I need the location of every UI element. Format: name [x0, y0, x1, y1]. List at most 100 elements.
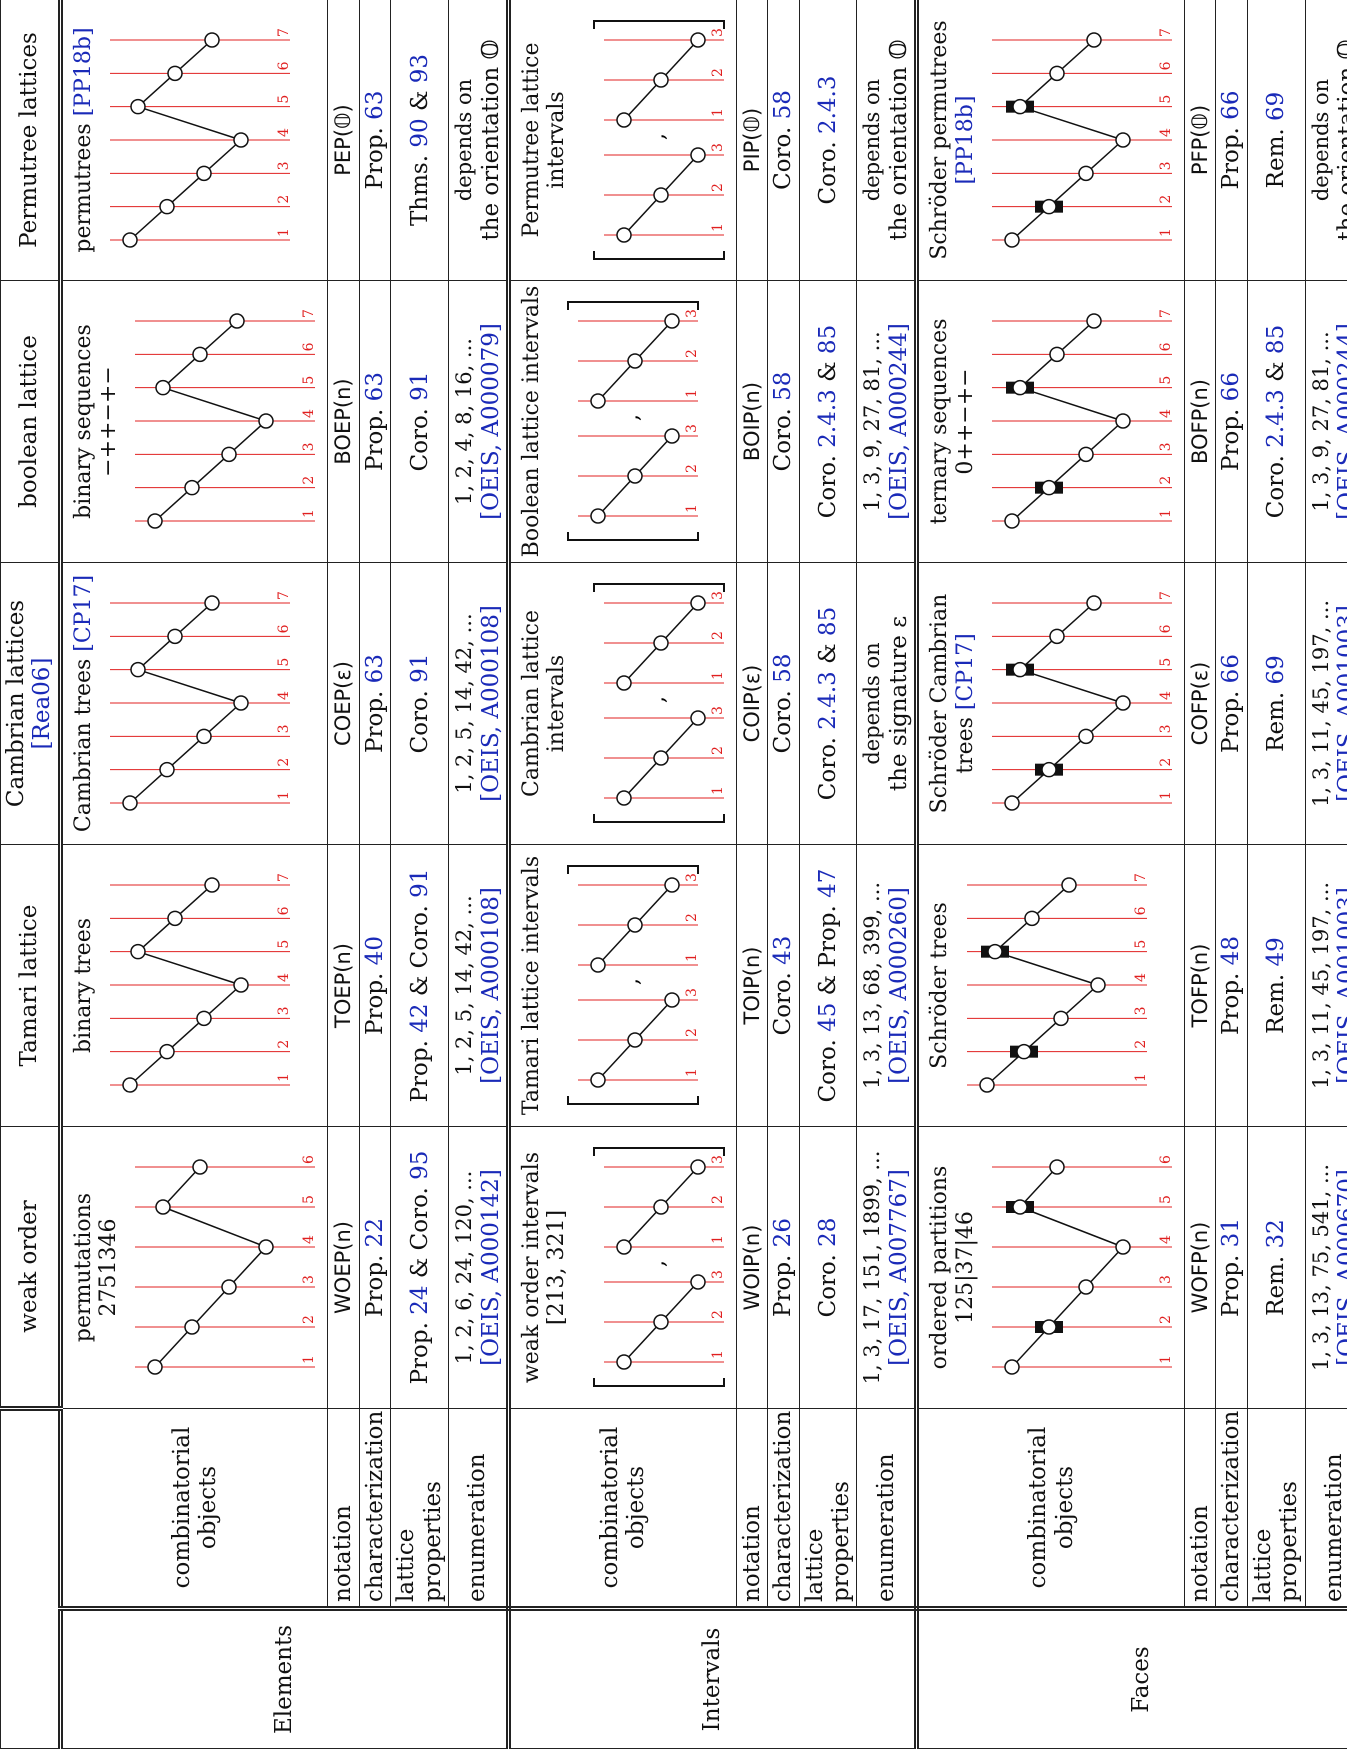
svg-text:1: 1	[710, 223, 726, 232]
intervals-weak-char-ref[interactable]: 26	[770, 1218, 797, 1248]
elements-tamari-enum-oeis[interactable]: [OEIS, A000108]	[477, 887, 504, 1084]
svg-text:4: 4	[1133, 974, 1149, 983]
intervals-boolean-char-ref[interactable]: 58	[770, 371, 797, 401]
intervals-permutree-notation-text: PIP(𝕆)	[739, 107, 764, 173]
elements-tamari-char-ref[interactable]: 40	[361, 936, 388, 966]
svg-text:3: 3	[684, 310, 700, 319]
intervals-permutree-objects: Permutree lattice intervals 1 2 3, 1 2 3	[508, 0, 737, 281]
svg-text:5: 5	[1158, 658, 1174, 667]
elements-weak-objects: permutations 2751346 1 2 3 4 5 6	[60, 1126, 328, 1409]
faces-tamari-lattice-ref1[interactable]: 49	[1263, 937, 1289, 967]
svg-text:3: 3	[276, 161, 292, 170]
intervals-weak-obj-example: [213, 321]	[544, 1209, 570, 1326]
svg-text:7: 7	[1158, 310, 1174, 319]
svg-text:7: 7	[1158, 28, 1174, 37]
svg-text:1: 1	[710, 1236, 726, 1245]
intervals-tamari-enum-oeis[interactable]: [OEIS, A000260]	[885, 887, 912, 1084]
elements-cambrian-enum-oeis[interactable]: [OEIS, A000108]	[477, 605, 504, 802]
faces-boolean-lattice-ref2[interactable]: 85	[1263, 324, 1289, 355]
elements-permutree-lattice-ref2[interactable]: 93	[406, 53, 433, 84]
faces-weak-enum-oeis[interactable]: [OEIS, A000670]	[1334, 1169, 1347, 1366]
faces-boolean-lattice-ref1[interactable]: 2.4.3	[1263, 389, 1289, 448]
elements-weak-char-ref[interactable]: 22	[361, 1218, 388, 1248]
svg-text:2: 2	[1158, 195, 1174, 204]
elements-permutree-notation-text: PEP(𝕆)	[331, 104, 356, 176]
faces-weak-figure: 1 2 3 4 5 6	[991, 1156, 1174, 1376]
elements-boolean-enum-oeis[interactable]: [OEIS, A000079]	[477, 323, 504, 520]
intervals-permutree-characterization: Coro. 58	[767, 0, 800, 281]
faces-weak-obj-example: 125|37|46	[952, 1211, 978, 1324]
svg-text:4: 4	[276, 692, 292, 701]
faces-cambrian-enum-oeis[interactable]: [OEIS, A001003]	[1334, 605, 1347, 802]
intervals-cambrian-char-ref[interactable]: 58	[770, 653, 797, 683]
elements-boolean-lattice-ref1[interactable]: 91	[406, 371, 433, 401]
intervals-tamari-lattice: Coro. 45 & Prop. 47	[799, 844, 857, 1127]
faces-weak-enumeration: 1, 3, 13, 75, 541, ... [OEIS, A000670]	[1305, 1126, 1347, 1409]
faces-notation-row: notation WOFP(n) TOFP(n) COFP(ε) BOFP(n) PFP(…	[1184, 0, 1216, 1749]
intervals-boolean-obj-title: Boolean lattice intervals	[519, 285, 545, 558]
elements-weak-lattice-ref2[interactable]: 95	[406, 1150, 433, 1180]
faces-permutree-obj-ref[interactable]: [PP18b]	[952, 95, 978, 185]
faces-cambrian-lattice-ref1[interactable]: 69	[1263, 655, 1289, 685]
elements-cambrian-char-ref[interactable]: 63	[361, 654, 388, 684]
svg-text:2: 2	[1158, 1316, 1174, 1325]
faces-weak-notation: WOFP(n)	[1184, 1126, 1216, 1409]
faces-cambrian-obj-ref[interactable]: [CP17]	[952, 633, 978, 711]
intervals-permutree-char-ref[interactable]: 58	[770, 90, 797, 120]
elements-boolean-characterization: Prop. 63	[359, 280, 391, 563]
intervals-weak-lattice-ref1[interactable]: 28	[814, 1217, 841, 1247]
intervals-boolean-lattice-ref2[interactable]: 85	[814, 324, 841, 355]
intervals-tamari-lattice-ref1[interactable]: 45	[814, 1002, 841, 1032]
faces-weak-char-ref[interactable]: 31	[1218, 1218, 1245, 1248]
svg-text:3: 3	[1158, 443, 1174, 452]
elements-cambrian-obj-ref[interactable]: [CP17]	[70, 574, 96, 652]
intervals-tamari-lattice-ref2[interactable]: 47	[814, 868, 841, 898]
intervals-boolean-lattice-ref1[interactable]: 2.4.3	[814, 389, 841, 448]
elements-permutree-obj-ref[interactable]: [PP18b]	[70, 27, 96, 117]
intervals-permutree-enum-oeis: the orientation 𝕆	[885, 39, 912, 241]
svg-text:6: 6	[276, 625, 292, 634]
elements-weak-lattice-ref1[interactable]: 24	[406, 1285, 433, 1315]
elements-cambrian-lattice-ref1[interactable]: 91	[406, 653, 433, 683]
faces-permutree-lattice-ref1[interactable]: 69	[1263, 91, 1289, 121]
svg-text:1: 1	[710, 787, 726, 796]
svg-text:3: 3	[301, 443, 317, 452]
faces-boolean-enum-oeis[interactable]: [OEIS, A000244]	[1334, 323, 1347, 520]
faces-cambrian-enum-seq: 1, 3, 11, 45, 197, ...	[1308, 599, 1333, 808]
svg-text:,: ,	[645, 133, 670, 140]
faces-notation-label: notation	[1184, 1408, 1216, 1609]
intervals-permutree-lattice-ref1[interactable]: 2.4.3	[814, 75, 841, 135]
intervals-cambrian-lattice-ref1[interactable]: 2.4.3	[814, 671, 841, 730]
elements-boolean-char-ref[interactable]: 63	[361, 372, 388, 402]
intervals-tamari-char-ref[interactable]: 43	[770, 935, 797, 965]
elements-cambrian-char-kind: Prop.	[361, 683, 388, 753]
faces-tamari-char-ref[interactable]: 48	[1218, 936, 1245, 966]
faces-cambrian-objects: Schröder Cambrian trees [CP17] 1 2 3 4 5 6 7	[916, 562, 1185, 845]
faces-tamari-enum-oeis[interactable]: [OEIS, A001003]	[1334, 887, 1347, 1084]
elements-tamari-lattice-ref1[interactable]: 42	[406, 1003, 433, 1033]
intervals-cambrian-objects: Cambrian lattice intervals 1 2 3, 1 2 3	[508, 562, 737, 845]
faces-boolean-char-ref[interactable]: 66	[1218, 372, 1245, 402]
intervals-cambrian-lattice-ref2[interactable]: 85	[814, 606, 841, 637]
faces-cambrian-characterization: Prop. 66	[1215, 562, 1248, 845]
elements-permutree-lattice-ref1[interactable]: 90	[406, 118, 433, 148]
intervals-weak-char-kind: Prop.	[770, 1247, 797, 1317]
svg-text:3: 3	[1158, 1276, 1174, 1285]
col-cambrian-ref[interactable]: [Rea06]	[29, 657, 56, 750]
intervals-objects-row: Intervals combinatorial objects weak order…	[508, 0, 917, 1749]
intervals-weak-enum-oeis[interactable]: [OEIS, A007767]	[885, 1169, 912, 1366]
intervals-cambrian-lattice-kind: Coro.	[814, 729, 841, 801]
intervals-lattice-label: lattice properties	[799, 1408, 857, 1609]
faces-cambrian-char-ref[interactable]: 66	[1218, 654, 1245, 684]
intervals-boolean-enum-oeis[interactable]: [OEIS, A000244]	[885, 323, 912, 520]
elements-tamari-lattice-ref2[interactable]: 91	[406, 868, 433, 898]
elements-permutree-char-ref[interactable]: 63	[361, 90, 388, 120]
col-cambrian-title: Cambrian lattices	[3, 599, 29, 808]
faces-weak-lattice-ref1[interactable]: 32	[1263, 1219, 1289, 1249]
elements-weak-notation-text: WOEP(n)	[331, 1221, 356, 1314]
elements-weak-enum-oeis[interactable]: [OEIS, A000142]	[477, 1169, 504, 1366]
faces-characterization-label: characterization	[1215, 1408, 1248, 1609]
faces-lattice-label-text: lattice properties	[1249, 1481, 1303, 1602]
faces-permutree-char-ref[interactable]: 66	[1218, 90, 1245, 120]
